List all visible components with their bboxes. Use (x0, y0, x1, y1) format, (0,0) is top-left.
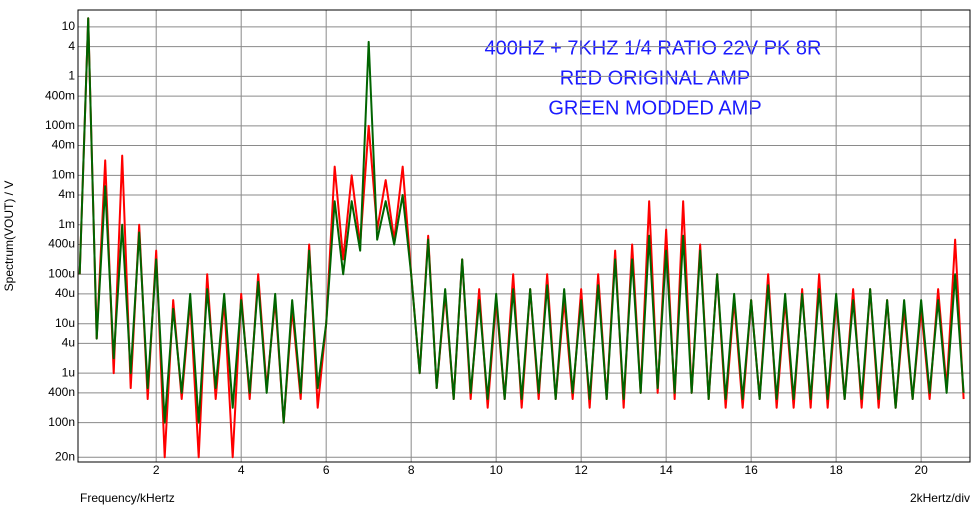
x-tick-label: 10 (489, 463, 503, 477)
y-tick-label: 100u (48, 266, 75, 280)
x-tick-label: 6 (323, 463, 330, 477)
annotation: GREEN MODDED AMP (548, 97, 761, 119)
x-tick-label: 16 (744, 463, 758, 477)
y-tick-label: 20n (55, 449, 75, 463)
x-tick-label: 4 (238, 463, 245, 477)
y-tick-label: 400n (48, 385, 75, 399)
x-tick-label: 12 (574, 463, 588, 477)
y-tick-label: 100n (48, 415, 75, 429)
y-tick-label: 10u (55, 316, 75, 330)
annotation: RED ORIGINAL AMP (560, 67, 750, 89)
y-tick-label: 40m (52, 138, 75, 152)
x-tick-label: 20 (914, 463, 928, 477)
plot-frame (77, 9, 971, 463)
x-axis-label: Frequency/kHertz (80, 491, 175, 505)
y-tick-label: 4 (68, 39, 75, 53)
y-tick-label: 10 (62, 19, 76, 33)
y-tick-label: 4m (58, 187, 75, 201)
annotation: 400HZ + 7KHZ 1/4 RATIO 22V PK 8R (485, 37, 822, 59)
y-tick-label: 1m (58, 217, 75, 231)
y-tick-label: 400m (45, 88, 75, 102)
x-tick-label: 2 (153, 463, 160, 477)
x-tick-label: 14 (659, 463, 673, 477)
y-tick-label: 1 (68, 69, 75, 83)
spectrum-line (78, 17, 965, 424)
y-tick-label: 4u (62, 336, 75, 350)
x-tick-label: 18 (829, 463, 843, 477)
y-tick-label: 100m (45, 118, 75, 132)
y-tick-label: 40u (55, 286, 75, 300)
x-scale-label: 2kHertz/div (910, 491, 970, 505)
y-tick-label: 10m (52, 167, 75, 181)
y-tick-label: 1u (62, 365, 75, 379)
y-tick-label: 400u (48, 237, 75, 251)
y-axis-label: Spectrum(VOUT) / V (2, 181, 16, 292)
x-tick-label: 8 (408, 463, 415, 477)
